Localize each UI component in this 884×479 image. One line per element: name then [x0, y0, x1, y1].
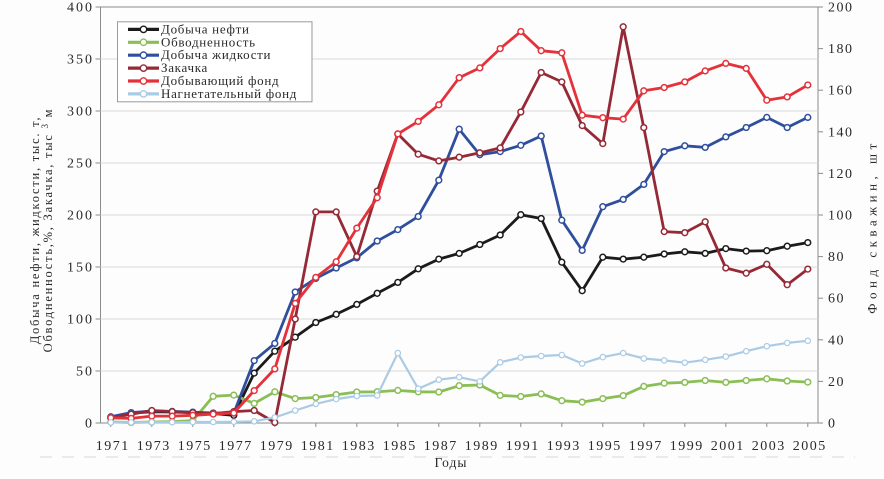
- svg-text:50: 50: [76, 365, 94, 380]
- svg-text:Фонд скважин, шт: Фонд скважин, шт: [865, 139, 880, 314]
- svg-text:1983: 1983: [342, 439, 376, 454]
- svg-text:200: 200: [828, 1, 854, 16]
- svg-text:1975: 1975: [178, 439, 212, 454]
- svg-text:0: 0: [85, 417, 94, 432]
- svg-text:120: 120: [828, 167, 854, 182]
- svg-text:1993: 1993: [547, 439, 581, 454]
- svg-text:2001: 2001: [711, 439, 745, 454]
- svg-text:350: 350: [67, 53, 94, 68]
- svg-text:Добыча нефти, жидкости, тыс. т: Добыча нефти, жидкости, тыс. т,: [28, 116, 42, 345]
- svg-text:1991: 1991: [506, 439, 540, 454]
- svg-text:1971: 1971: [96, 439, 130, 454]
- svg-text:20: 20: [828, 375, 845, 390]
- svg-text:1973: 1973: [137, 439, 171, 454]
- svg-text:1977: 1977: [219, 439, 253, 454]
- svg-text:Обводненность,%, Закачка, тыс: Обводненность,%, Закачка, тыс 3 м: [40, 108, 55, 353]
- svg-text:300: 300: [67, 105, 94, 120]
- svg-text:100: 100: [828, 209, 854, 224]
- svg-text:1997: 1997: [629, 439, 663, 454]
- svg-text:160: 160: [828, 84, 854, 99]
- svg-text:200: 200: [67, 209, 94, 224]
- svg-text:2005: 2005: [793, 439, 827, 454]
- svg-text:Нагнетательный фонд: Нагнетательный фонд: [161, 86, 297, 101]
- svg-text:Закачка: Закачка: [161, 60, 208, 75]
- svg-text:140: 140: [828, 125, 854, 140]
- svg-text:Добывающий фонд: Добывающий фонд: [161, 73, 279, 88]
- svg-text:150: 150: [67, 261, 94, 276]
- svg-text:1995: 1995: [588, 439, 622, 454]
- svg-text:Добыча нефти: Добыча нефти: [161, 21, 250, 36]
- svg-text:180: 180: [828, 42, 854, 57]
- svg-text:1999: 1999: [670, 439, 704, 454]
- svg-text:100: 100: [67, 313, 94, 328]
- svg-text:0: 0: [828, 417, 837, 432]
- svg-text:40: 40: [828, 333, 845, 348]
- svg-text:Обводненность: Обводненность: [161, 34, 256, 49]
- svg-text:250: 250: [67, 157, 94, 172]
- svg-text:2003: 2003: [752, 439, 786, 454]
- svg-text:1979: 1979: [260, 439, 294, 454]
- svg-text:1985: 1985: [383, 439, 417, 454]
- svg-text:400: 400: [67, 1, 94, 16]
- svg-text:1989: 1989: [465, 439, 499, 454]
- svg-text:80: 80: [828, 250, 845, 265]
- svg-text:Добыча жидкости: Добыча жидкости: [161, 47, 271, 62]
- svg-text:1981: 1981: [301, 439, 335, 454]
- svg-text:60: 60: [828, 292, 845, 307]
- svg-text:Годы: Годы: [435, 455, 468, 470]
- svg-text:1987: 1987: [424, 439, 458, 454]
